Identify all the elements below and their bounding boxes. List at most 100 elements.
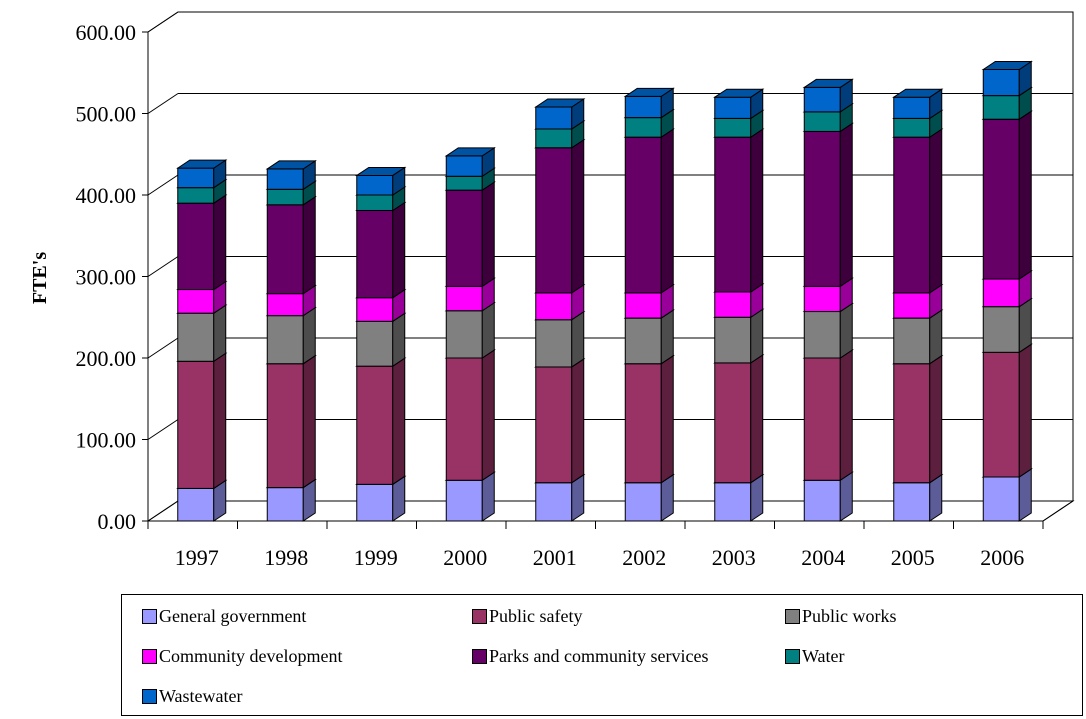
bar-side <box>750 353 764 484</box>
bar-segment <box>623 309 675 365</box>
x-tick-label: 2006 <box>980 545 1024 570</box>
bar-front <box>714 117 752 138</box>
bar-segment <box>534 98 586 130</box>
bar-side <box>481 181 495 288</box>
x-tick-label: 2001 <box>533 545 577 570</box>
legend-item: General government <box>142 606 306 627</box>
legend-item: Parks and community services <box>472 646 708 667</box>
legend-label: General government <box>159 606 307 626</box>
bar-front <box>624 136 662 294</box>
bar-segment <box>176 159 228 189</box>
bar-front <box>356 297 394 322</box>
bar-side <box>1018 110 1032 280</box>
x-tick-label: 2004 <box>801 545 845 570</box>
bar-front <box>535 106 573 130</box>
bar-top <box>355 166 407 176</box>
legend-item: Community development <box>142 646 342 667</box>
bar-top <box>444 147 496 157</box>
y-tick-label: 400.00 <box>76 183 137 208</box>
y-tick-label: 300.00 <box>76 265 137 290</box>
bar-front <box>982 351 1020 478</box>
bar-segment <box>623 87 675 119</box>
legend-label: Public safety <box>489 606 583 626</box>
legend-swatch <box>142 689 157 704</box>
bar-segment <box>981 343 1033 478</box>
bar-front <box>982 278 1020 308</box>
legend-item: Wastewater <box>142 686 243 707</box>
bar-side <box>929 309 943 365</box>
legend-swatch <box>472 609 487 624</box>
bar-side <box>571 310 585 368</box>
bar-stack-2004 <box>802 78 854 522</box>
bar-front <box>982 95 1020 120</box>
bar-segment <box>713 353 765 484</box>
y-tick-label: 200.00 <box>76 346 137 371</box>
legend-swatch <box>472 649 487 664</box>
bar-side <box>213 304 227 363</box>
bar-front <box>177 187 215 204</box>
bar-front <box>893 96 931 119</box>
bar-front <box>803 86 841 113</box>
side-gridline <box>147 256 179 277</box>
side-gridline <box>147 337 179 359</box>
bar-stack-2002 <box>623 87 675 522</box>
bar-segment <box>534 138 586 294</box>
bar-top <box>802 78 854 88</box>
bar-front <box>535 292 573 321</box>
bar-segment <box>802 78 854 113</box>
bar-front <box>714 136 752 293</box>
bar-stack-1998 <box>265 159 317 522</box>
bar-front <box>177 360 215 489</box>
bar-side <box>929 354 943 484</box>
bar-side <box>1018 343 1032 478</box>
chart-axes <box>142 31 1074 529</box>
bar-front <box>266 487 304 522</box>
bar-side <box>929 128 943 294</box>
bar-side <box>481 301 495 359</box>
bar-front <box>266 204 304 295</box>
bar-front <box>982 118 1020 280</box>
bar-side <box>392 357 406 486</box>
bar-front <box>535 147 573 294</box>
bar-front <box>803 285 841 313</box>
bar-side <box>571 138 585 294</box>
bar-segment <box>444 349 496 482</box>
bar-segment <box>265 354 317 489</box>
bar-segment <box>981 110 1033 280</box>
bar-side <box>660 309 674 365</box>
bar-side <box>302 195 316 295</box>
bar-top <box>534 98 586 108</box>
bar-segment <box>713 128 765 293</box>
bar-top <box>265 160 317 170</box>
floor-edge-right <box>1042 500 1074 522</box>
bar-segment <box>713 88 765 120</box>
bar-segment <box>355 201 407 299</box>
bar-front <box>445 175 483 191</box>
bar-front <box>177 487 215 522</box>
bar-segment <box>623 354 675 484</box>
bar-front <box>266 168 304 190</box>
bar-front <box>714 316 752 364</box>
bar-front <box>893 363 931 484</box>
bar-front <box>266 188 304 206</box>
bar-segment <box>534 358 586 484</box>
bar-front <box>803 357 841 481</box>
bar-segment <box>534 310 586 368</box>
bar-segment <box>444 181 496 288</box>
y-tick-label: 100.00 <box>76 428 137 453</box>
bar-front <box>535 319 573 368</box>
bar-segment <box>444 146 496 178</box>
bar-side <box>481 349 495 482</box>
bar-front <box>266 315 304 365</box>
bar-segment <box>265 159 317 191</box>
bar-front <box>893 317 931 365</box>
bar-top <box>892 88 944 98</box>
x-tick-label: 2002 <box>622 545 666 570</box>
legend-label: Public works <box>802 606 897 626</box>
bar-front <box>624 292 662 319</box>
bar-front <box>177 202 215 291</box>
y-tick-label: 600.00 <box>76 20 137 45</box>
chart-bars <box>176 60 1033 522</box>
side-gridline <box>147 11 179 33</box>
chart-tick-labels: 0.00 100.00 200.00 300.00 400.00 500.00 600.00… <box>76 20 1025 570</box>
